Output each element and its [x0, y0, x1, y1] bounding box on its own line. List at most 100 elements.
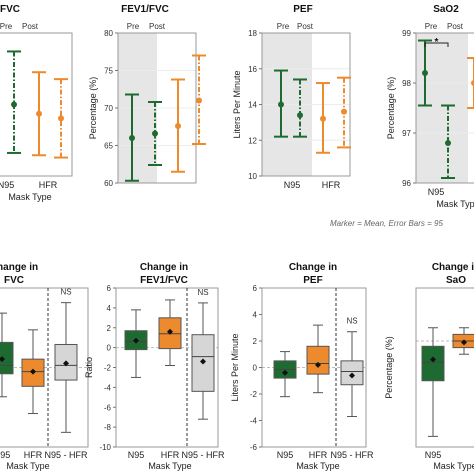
panel-title: FVC	[0, 4, 20, 15]
panel-title: Change in	[0, 262, 38, 273]
y-axis-label: Percentage (%)	[88, 77, 98, 140]
category-label: N95 - HFR	[181, 450, 225, 460]
y-axis-label: Ratio	[84, 357, 94, 378]
significance-bracket	[424, 42, 449, 47]
y-tick-label: -8	[104, 423, 112, 432]
mean-marker	[58, 115, 64, 122]
panel-frame	[415, 32, 474, 184]
post-label: Post	[447, 22, 464, 31]
mean-marker	[175, 123, 181, 129]
mean-marker	[461, 339, 467, 346]
panel-title: Change in	[140, 262, 188, 273]
mean-marker	[196, 97, 202, 104]
category-label: N95	[284, 180, 301, 190]
y-tick-label: 2	[253, 337, 258, 346]
mean-marker	[422, 70, 428, 76]
mean-marker	[0, 356, 5, 363]
pre-label: Pre	[127, 22, 140, 31]
x-axis-label: Mask Type	[6, 461, 49, 471]
mean-marker	[278, 101, 284, 108]
y-tick-label: 0	[107, 344, 112, 353]
y-axis-label: Percentage (%)	[386, 77, 396, 140]
mean-marker	[129, 135, 135, 141]
category-label: N95	[428, 187, 445, 197]
prepost-panel: SaO2 Pre Post 96 97 98 99 Percentage (%) N95 Mask…	[386, 4, 474, 209]
y-tick-label: 16	[248, 65, 257, 74]
y-tick-label: -10	[99, 443, 111, 452]
y-axis-label: Percentage (%)	[384, 336, 394, 399]
y-tick-label: 10	[248, 172, 257, 181]
mean-marker	[282, 369, 288, 376]
panel-title: FEV1/FVC	[121, 4, 169, 15]
mean-marker	[471, 80, 474, 86]
x-axis-label: Mask Type	[436, 199, 474, 209]
category-label: N95 - HFR	[44, 450, 88, 460]
post-label: Post	[149, 22, 166, 31]
mean-marker	[341, 108, 347, 115]
panel-title: PEF	[303, 275, 322, 286]
y-tick-label: 4	[107, 304, 112, 313]
figure-note: Marker = Mean, Error Bars = 95	[330, 219, 443, 228]
mean-marker	[297, 112, 303, 119]
box	[0, 341, 14, 375]
y-axis-label: Liters Per Minute	[230, 333, 240, 401]
change-panel: Change in PEF -6 -4 -2 0 2 4 6 Liters Per Minute N…	[230, 262, 374, 471]
x-axis-label: Mask Type	[8, 192, 51, 202]
prepost-panel: FEV1/FVC Pre Post 60 65 70 75 80 Percentage (%)	[88, 4, 206, 188]
panel-title: PEF	[293, 4, 312, 15]
x-axis-label: Mask Type	[148, 461, 191, 471]
category-label: N95 - HFR	[330, 450, 374, 460]
y-tick-label: -2	[104, 364, 112, 373]
category-label: N95	[0, 450, 10, 460]
y-tick-label: -4	[104, 383, 112, 392]
y-tick-label: 98	[402, 79, 411, 88]
post-label: Post	[22, 22, 39, 31]
category-label: N95	[277, 450, 294, 460]
mean-marker	[167, 328, 173, 335]
y-tick-label: 12	[248, 136, 257, 145]
panel-title: Change in	[289, 262, 337, 273]
mean-marker	[133, 337, 139, 344]
y-tick-label: 18	[248, 29, 257, 38]
post-label: Post	[297, 22, 314, 31]
box	[421, 345, 445, 382]
ns-label: NS	[346, 317, 357, 326]
x-axis-label: Mask Type	[296, 461, 339, 471]
mean-marker	[200, 358, 206, 365]
panel-frame	[415, 287, 474, 448]
mean-marker	[152, 130, 158, 137]
y-tick-label: 70	[104, 104, 113, 113]
category-label: N95	[425, 450, 442, 460]
y-tick-label: 65	[104, 142, 113, 151]
y-tick-label: 6	[253, 284, 258, 293]
panel-frame	[0, 287, 89, 448]
y-tick-label: -4	[250, 417, 258, 426]
y-axis-label: Liters Per Minute	[232, 70, 242, 138]
y-tick-label: 75	[104, 67, 113, 76]
mean-marker	[315, 361, 321, 368]
panel-title: Change in	[432, 262, 474, 273]
ns-label: NS	[60, 288, 71, 297]
y-tick-label: -6	[104, 403, 112, 412]
category-label: N95	[128, 450, 145, 460]
mean-marker	[30, 368, 36, 375]
mean-marker	[349, 372, 355, 379]
ns-label: NS	[197, 288, 208, 297]
panel-title: FEV1/FVC	[140, 275, 188, 286]
mean-marker	[430, 356, 436, 363]
y-tick-label: -6	[250, 443, 258, 452]
y-tick-label: 4	[253, 311, 258, 320]
mean-marker	[63, 360, 69, 367]
panel-title: FVC	[4, 275, 24, 286]
x-axis-label: Mask Type	[433, 461, 474, 471]
y-tick-label: 0	[253, 364, 258, 373]
mean-marker	[445, 140, 451, 146]
significance-star: *	[435, 37, 439, 48]
pre-shade	[416, 33, 468, 183]
mean-marker	[36, 110, 42, 117]
pre-label: Pre	[277, 22, 290, 31]
